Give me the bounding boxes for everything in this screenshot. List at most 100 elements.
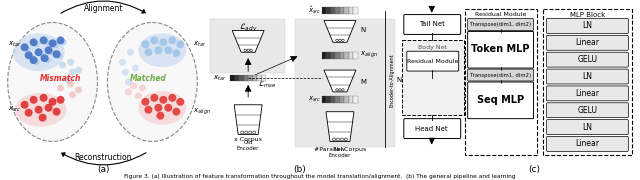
FancyBboxPatch shape — [547, 35, 628, 50]
Polygon shape — [232, 30, 264, 52]
Circle shape — [52, 108, 61, 116]
Bar — [335, 52, 340, 59]
Ellipse shape — [15, 93, 67, 127]
Text: (a): (a) — [97, 165, 109, 174]
Bar — [353, 96, 358, 103]
Circle shape — [44, 39, 49, 45]
Circle shape — [154, 46, 163, 54]
Bar — [262, 75, 266, 82]
Bar — [326, 52, 331, 59]
Circle shape — [141, 40, 149, 48]
Bar — [349, 52, 353, 59]
Bar — [402, 40, 464, 115]
Bar — [257, 75, 262, 82]
Text: LN: LN — [582, 123, 593, 132]
Text: Transpose(dim1, dim2): Transpose(dim1, dim2) — [470, 73, 531, 78]
Circle shape — [75, 86, 82, 93]
FancyBboxPatch shape — [547, 136, 628, 151]
Bar — [210, 19, 285, 73]
Polygon shape — [326, 112, 354, 141]
Ellipse shape — [8, 22, 97, 141]
Bar — [239, 75, 244, 82]
FancyBboxPatch shape — [547, 86, 628, 101]
FancyBboxPatch shape — [404, 15, 461, 34]
Circle shape — [45, 104, 52, 112]
Circle shape — [45, 57, 51, 63]
Text: $\mathcal{L}_{adv}$: $\mathcal{L}_{adv}$ — [239, 22, 257, 33]
Circle shape — [52, 42, 59, 48]
Text: $x_{src}$: $x_{src}$ — [308, 95, 322, 104]
Text: GELU: GELU — [577, 106, 597, 115]
Circle shape — [135, 92, 142, 99]
Circle shape — [67, 80, 74, 87]
Bar — [353, 52, 358, 59]
Text: #Parallel Corpus: #Parallel Corpus — [314, 147, 366, 152]
Circle shape — [125, 78, 132, 86]
Circle shape — [38, 114, 47, 122]
Bar — [344, 7, 349, 14]
Bar — [244, 75, 248, 82]
Text: Linear: Linear — [575, 89, 600, 98]
FancyBboxPatch shape — [547, 120, 628, 134]
Circle shape — [56, 36, 65, 44]
Text: $x_{tar}$: $x_{tar}$ — [8, 40, 21, 49]
Circle shape — [40, 94, 47, 102]
Circle shape — [172, 49, 180, 57]
Text: Reconstruction: Reconstruction — [75, 153, 132, 162]
Circle shape — [45, 46, 52, 54]
FancyBboxPatch shape — [547, 52, 628, 67]
Circle shape — [119, 59, 126, 66]
Circle shape — [132, 65, 139, 72]
Text: $\mathcal{L}_{mse}$: $\mathcal{L}_{mse}$ — [258, 78, 276, 90]
Circle shape — [145, 48, 152, 56]
Circle shape — [154, 104, 163, 112]
Circle shape — [25, 46, 31, 52]
Text: Residual Module: Residual Module — [475, 12, 526, 17]
Circle shape — [25, 109, 33, 117]
Circle shape — [52, 50, 61, 58]
Circle shape — [35, 106, 43, 114]
Bar — [326, 7, 331, 14]
Circle shape — [69, 69, 76, 76]
Text: (c): (c) — [529, 165, 541, 174]
Circle shape — [65, 76, 72, 84]
Circle shape — [61, 39, 67, 45]
Circle shape — [69, 91, 76, 98]
Circle shape — [125, 88, 132, 95]
Polygon shape — [324, 21, 356, 42]
Text: $\hat{x}_{src}$: $\hat{x}_{src}$ — [308, 5, 322, 16]
Text: Matched: Matched — [130, 73, 167, 82]
FancyBboxPatch shape — [468, 82, 534, 119]
Circle shape — [56, 96, 65, 104]
Text: Encoder-to-Alignment: Encoder-to-Alignment — [390, 53, 395, 107]
Bar — [322, 96, 326, 103]
Circle shape — [159, 38, 167, 46]
Circle shape — [40, 54, 49, 62]
Text: Head Net: Head Net — [415, 126, 448, 132]
Text: LN: LN — [582, 21, 593, 30]
Text: $x_{align}$: $x_{align}$ — [193, 106, 211, 117]
Bar — [340, 52, 344, 59]
Circle shape — [40, 36, 47, 44]
Circle shape — [34, 41, 40, 47]
Circle shape — [56, 53, 63, 59]
Bar — [295, 19, 395, 147]
Circle shape — [176, 40, 184, 48]
Ellipse shape — [108, 22, 197, 141]
FancyBboxPatch shape — [547, 69, 628, 84]
Bar — [340, 7, 344, 14]
Circle shape — [127, 49, 134, 56]
Circle shape — [150, 94, 158, 102]
FancyBboxPatch shape — [468, 69, 534, 81]
Bar — [326, 96, 331, 103]
Circle shape — [29, 38, 38, 46]
Circle shape — [164, 104, 172, 112]
Circle shape — [176, 98, 184, 106]
Text: Linear: Linear — [575, 140, 600, 148]
Text: (b): (b) — [294, 165, 307, 174]
Text: Mismatch: Mismatch — [40, 73, 81, 82]
Circle shape — [141, 98, 149, 106]
Circle shape — [156, 112, 164, 120]
Bar — [344, 96, 349, 103]
Circle shape — [139, 84, 146, 91]
